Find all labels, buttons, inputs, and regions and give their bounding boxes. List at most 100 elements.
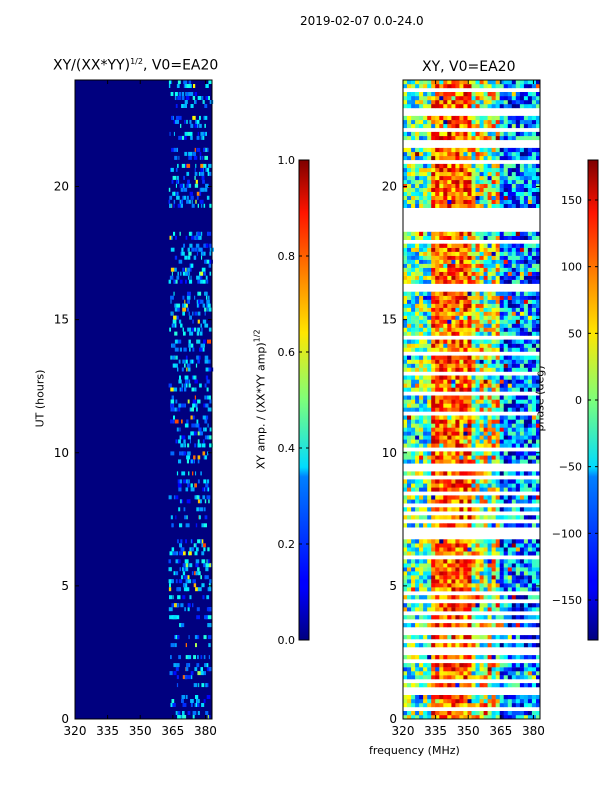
phase-cell: [511, 715, 517, 720]
phase-cell: [447, 167, 452, 173]
phase-cell: [447, 367, 452, 372]
phase-cell: [403, 147, 408, 153]
phase-cell: [431, 255, 436, 260]
phase-cell: [507, 455, 513, 460]
phase-cell: [467, 575, 472, 580]
phase-cell: [439, 80, 444, 85]
phase-cell: [475, 607, 480, 612]
phase-cell: [443, 615, 448, 620]
phase-cell: [403, 327, 408, 332]
phase-cell: [491, 583, 496, 588]
phase-cell: [491, 191, 496, 196]
amp-cell: [173, 147, 178, 152]
amp-cell: [188, 267, 192, 272]
phase-cell: [455, 251, 460, 256]
phase-cell: [531, 663, 537, 668]
amp-cell: [187, 443, 190, 448]
amp-cell: [178, 135, 183, 140]
phase-cell: [503, 567, 509, 572]
amp-cell: [178, 487, 182, 492]
phase-cell: [519, 607, 525, 612]
phase-cell: [451, 263, 456, 268]
phase-cell: [491, 231, 496, 236]
phase-cell: [523, 263, 529, 268]
phase-cell: [403, 175, 408, 181]
phase-cell: [475, 459, 480, 464]
phase-cell: [411, 383, 416, 388]
phase-cell: [411, 715, 416, 720]
phase-cbar-tick-label: 150: [561, 194, 582, 207]
phase-cell: [531, 199, 537, 204]
phase-cell: [463, 675, 468, 680]
phase-cell: [515, 483, 521, 488]
phase-cell: [423, 171, 428, 177]
phase-cell: [443, 123, 448, 129]
phase-cell: [447, 603, 452, 608]
phase-cell: [419, 295, 424, 300]
phase-cell: [415, 96, 420, 101]
amp-cell: [207, 303, 211, 308]
phase-cell: [471, 235, 476, 240]
phase-cell: [423, 295, 428, 300]
phase-cell: [536, 279, 541, 284]
phase-cell: [443, 415, 448, 420]
phase-cell: [423, 315, 428, 320]
amp-cell: [171, 179, 174, 184]
phase-cell: [415, 331, 420, 336]
phase-cell: [479, 247, 484, 252]
phase-cell: [507, 459, 513, 464]
amp-cell: [176, 275, 180, 280]
phase-cell: [483, 251, 488, 256]
phase-cell: [459, 515, 464, 520]
phase-cell: [403, 119, 408, 125]
phase-cell: [463, 395, 468, 400]
phase-cell: [499, 279, 505, 284]
phase-cell: [471, 203, 476, 208]
phase-cell: [499, 655, 505, 660]
phase-cell: [435, 291, 440, 296]
phase-cell: [455, 387, 460, 392]
amp-cell: [171, 523, 173, 528]
phase-cell: [503, 551, 509, 556]
phase-cell: [467, 595, 472, 600]
phase-cell: [407, 267, 412, 272]
phase-cell: [475, 567, 480, 572]
phase-cell: [415, 643, 420, 648]
phase-cell: [499, 499, 505, 504]
phase-cell: [451, 323, 456, 328]
phase-cell: [503, 267, 509, 272]
phase-cell: [483, 331, 488, 336]
phase-cell: [407, 567, 412, 572]
phase-cell: [427, 375, 432, 380]
phase-cell: [423, 123, 428, 129]
amp-cell: [168, 567, 172, 572]
phase-cell: [435, 295, 440, 300]
phase-cell: [515, 163, 521, 169]
phase-cell: [407, 579, 412, 584]
phase-cell: [527, 247, 533, 252]
phase-cell: [411, 311, 416, 316]
phase-cell: [455, 183, 460, 188]
phase-cell: [483, 515, 488, 520]
phase-cell: [499, 415, 505, 420]
phase-cell: [475, 523, 480, 528]
phase-cell: [459, 443, 464, 448]
phase-cell: [423, 395, 428, 400]
phase-cell: [463, 559, 468, 564]
amp-cell: [178, 459, 182, 464]
amp-cell: [200, 323, 202, 328]
phase-cell: [503, 299, 509, 304]
phase-cell: [427, 147, 432, 153]
phase-cell: [451, 311, 456, 316]
amp-cell: [179, 479, 183, 484]
phase-cell: [427, 683, 432, 688]
phase-cell: [523, 595, 529, 600]
phase-cell: [471, 375, 476, 380]
phase-cell: [511, 695, 517, 700]
amp-cell: [185, 84, 189, 88]
phase-cell: [519, 123, 525, 129]
amp-cell: [201, 443, 206, 448]
phase-cell: [475, 235, 480, 240]
phase-cell: [531, 419, 537, 424]
phase-cell: [451, 483, 456, 488]
